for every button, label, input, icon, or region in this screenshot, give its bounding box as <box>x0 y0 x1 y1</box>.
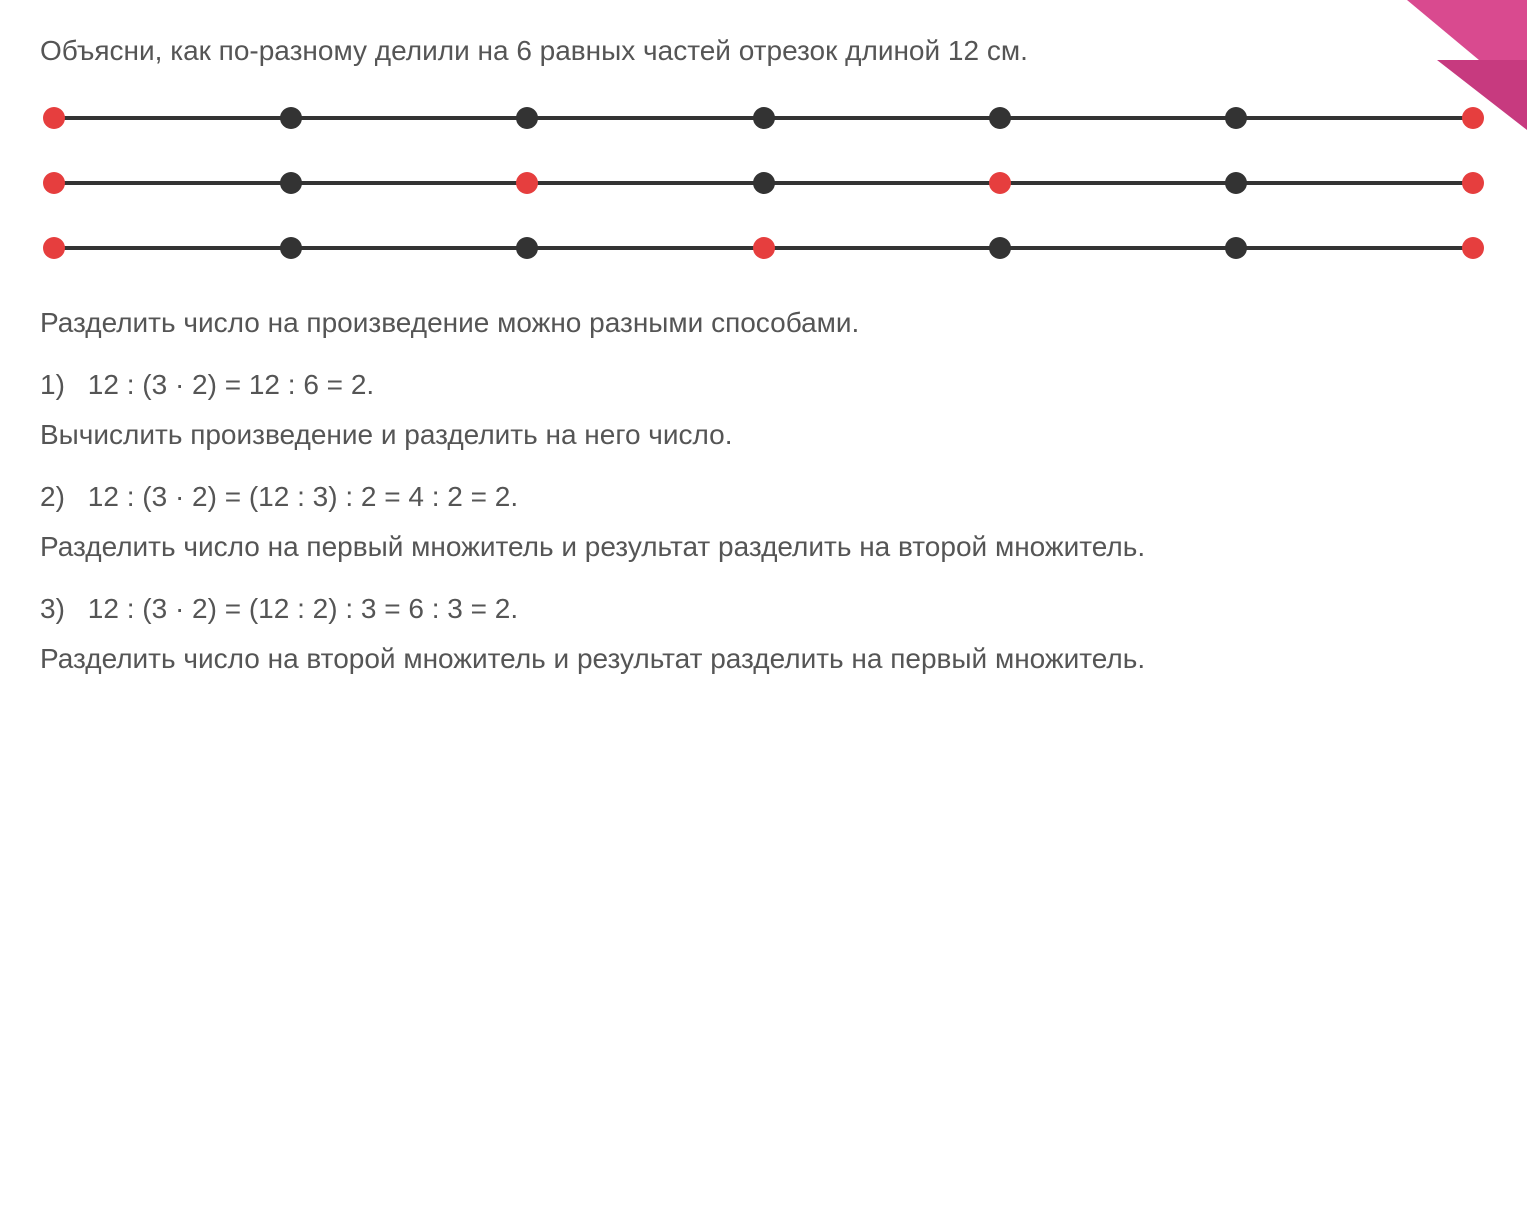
middle-paragraph: Разделить число на произведение можно ра… <box>40 302 1487 344</box>
number-line-dot <box>43 172 65 194</box>
item-number: 3) <box>40 588 80 630</box>
number-line-dot <box>280 107 302 129</box>
number-line-dot <box>989 107 1011 129</box>
item-formula-line: 3) 12 : (3 · 2) = (12 : 2) : 3 = 6 : 3 =… <box>40 588 1487 630</box>
number-line-dot <box>1225 237 1247 259</box>
number-line-dot <box>1225 172 1247 194</box>
item-formula-line: 1) 12 : (3 · 2) = 12 : 6 = 2. <box>40 364 1487 406</box>
number-line-dot <box>43 237 65 259</box>
number-line-row <box>40 237 1487 257</box>
item-formula-line: 2) 12 : (3 · 2) = (12 : 3) : 2 = 4 : 2 =… <box>40 476 1487 518</box>
number-line-dot <box>1462 107 1484 129</box>
number-line-diagram <box>40 107 1487 257</box>
item-description: Вычислить произведение и разделить на не… <box>40 414 1487 456</box>
number-line-dot <box>753 237 775 259</box>
item-formula: 12 : (3 · 2) = 12 : 6 = 2. <box>80 369 374 400</box>
number-line-dot <box>753 107 775 129</box>
number-line-dot <box>1225 107 1247 129</box>
intro-paragraph: Объясни, как по-разному делили на 6 равн… <box>40 30 1487 72</box>
number-line-dot <box>989 172 1011 194</box>
number-line-dot <box>43 107 65 129</box>
item-number: 1) <box>40 364 80 406</box>
item-formula: 12 : (3 · 2) = (12 : 2) : 3 = 6 : 3 = 2. <box>80 593 518 624</box>
number-line-row <box>40 107 1487 127</box>
item-description: Разделить число на первый множитель и ре… <box>40 526 1487 568</box>
number-line-dot <box>516 237 538 259</box>
item-description: Разделить число на второй множитель и ре… <box>40 638 1487 680</box>
number-line-row <box>40 172 1487 192</box>
number-line-dot <box>516 107 538 129</box>
number-line-dot <box>753 172 775 194</box>
number-line-dot <box>989 237 1011 259</box>
number-line-dot <box>516 172 538 194</box>
item-number: 2) <box>40 476 80 518</box>
number-line-dot <box>1462 172 1484 194</box>
number-line-dot <box>280 237 302 259</box>
number-line-dot <box>280 172 302 194</box>
number-line-dot <box>1462 237 1484 259</box>
item-formula: 12 : (3 · 2) = (12 : 3) : 2 = 4 : 2 = 2. <box>80 481 518 512</box>
